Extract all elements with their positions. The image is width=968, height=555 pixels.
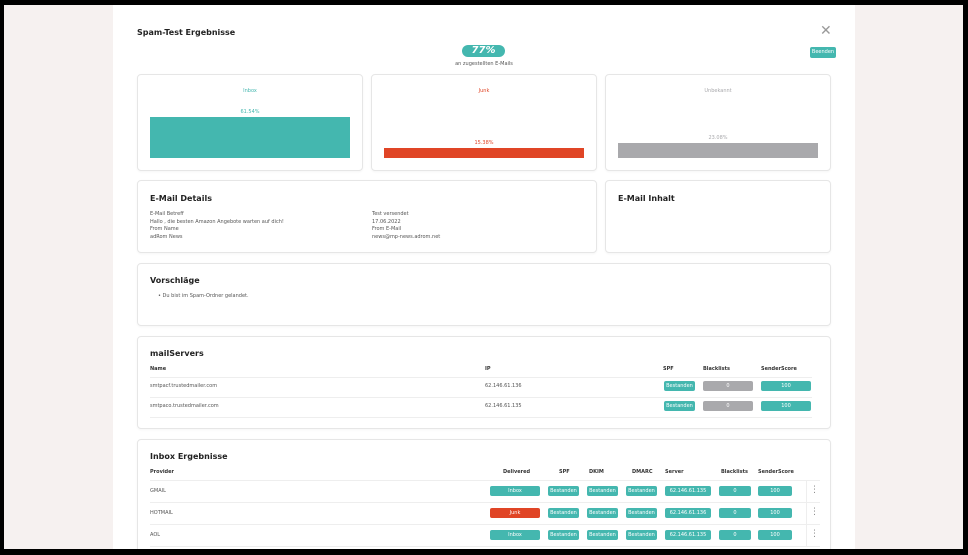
server-ip: 62.146.61.136 [485,383,522,389]
stat-percent: 61.54% [240,109,260,115]
suggestion-item: • Du bist im Spam-Ordner gelandet. [158,293,249,299]
score-badge: 77% [462,45,505,57]
column-header: DKIM [589,469,604,475]
more-options-icon[interactable]: ⋮ [810,485,819,495]
suggestion-text: Du bist im Spam-Ordner gelandet. [162,293,249,299]
provider-name: HOTMAIL [150,510,173,516]
result-badge: Bestanden [626,486,657,496]
from-name-value: adRom News [150,233,183,240]
senderscore-badge: 100 [761,381,811,391]
from-email-label: From E-Mail [372,226,402,232]
result-badge: 62.146.61.135 [665,486,711,496]
result-badge: 100 [758,530,792,540]
result-badge: Bestanden [548,486,579,496]
result-badge: Bestanden [587,486,618,496]
from-email-value: news@mp-news.adrom.net [372,233,441,240]
result-badge: Bestanden [587,530,618,540]
mailservers-title: mailServers [150,349,204,358]
column-header: Name [150,366,167,372]
email-content-card: E-Mail Inhalt [605,180,831,253]
blacklists-badge: 0 [703,401,753,411]
server-ip: 62.146.61.135 [485,403,522,409]
result-badge: Bestanden [548,508,579,518]
inbox-results-card: Inbox Ergebnisse Provider Delivered SPF DKI… [137,439,831,549]
inbox-results-title: Inbox Ergebnisse [150,452,228,461]
result-badge: 0 [719,530,751,540]
result-badge: 100 [758,508,792,518]
more-options-icon[interactable]: ⋮ [810,507,819,517]
spf-badge: Bestanden [664,401,695,411]
server-name: smtpacf.trustedmailer.com [150,383,218,389]
result-badge: Bestanden [548,530,579,540]
column-header: SPF [559,469,570,475]
suggestions-title: Vorschläge [150,276,200,285]
subject-label: E-Mail Betreff [150,211,184,217]
stat-label: Junk [478,88,490,94]
server-name: smtpaco.trustedmailer.com [150,403,219,409]
result-badge: Bestanden [626,508,657,518]
email-details-card: E-Mail Details E-Mail Betreff Hallo , di… [137,180,597,253]
provider-name: GMAIL [150,488,166,494]
stat-label: Unbekannt [704,88,732,94]
blacklists-badge: 0 [703,381,753,391]
column-header: Blacklists [721,469,748,475]
close-icon[interactable]: ✕ [820,23,832,39]
screen: Spam-Test Ergebnisse ✕ 77% an zugestellt… [4,5,963,549]
column-header: Blacklists [703,366,730,372]
modal-title: Spam-Test Ergebnisse [137,28,236,37]
subject-value: Hallo , die besten Amazon Angebote warte… [150,218,284,225]
column-header: Delivered [503,469,531,475]
spf-badge: Bestanden [664,381,695,391]
result-badge: 62.146.61.136 [665,508,711,518]
email-details-title: E-Mail Details [150,194,212,203]
column-header: DMARC [632,469,653,475]
column-header: Server [665,469,684,475]
more-options-icon[interactable]: ⋮ [810,529,819,539]
email-content-title: E-Mail Inhalt [618,194,675,203]
result-badge: Bestanden [587,508,618,518]
provider-name: AOL [150,532,161,538]
stat-card-unbekannt: Unbekannt 23.08% [605,74,831,171]
result-badge: Bestanden [626,530,657,540]
column-header: SPF [663,366,674,372]
stat-label: Inbox [243,88,257,94]
score-caption: an zugestellten E-Mails [455,61,513,67]
result-badge: Inbox [490,530,540,540]
column-header: Provider [150,469,174,475]
result-badge: 62.146.61.135 [665,530,711,540]
from-name-label: From Name [150,226,179,232]
stat-card-inbox: Inbox 61.54% [137,74,363,171]
sent-value: 17.06.2022 [372,218,401,225]
stat-bar [384,148,584,158]
column-header: SenderScore [758,469,794,475]
suggestions-card: Vorschläge • Du bist im Spam-Ordner gela… [137,263,831,326]
stat-bar [150,117,350,158]
stat-percent: 15.38% [474,140,494,146]
column-header: SenderScore [761,366,797,372]
stat-bar [618,143,818,158]
sent-label: Test versendet [372,211,409,217]
result-badge: Junk [490,508,540,518]
finish-button[interactable]: Beenden [810,47,836,58]
stat-card-junk: Junk 15.38% [371,74,597,171]
result-badge: Inbox [490,486,540,496]
stat-percent: 23.08% [708,135,728,141]
result-badge: 100 [758,486,792,496]
result-badge: 0 [719,486,751,496]
column-header: IP [485,366,491,372]
mailservers-card: mailServers Name IP SPF Blacklists SenderSco… [137,336,831,429]
result-badge: 0 [719,508,751,518]
spam-test-modal: Spam-Test Ergebnisse ✕ 77% an zugestellt… [113,5,855,549]
senderscore-badge: 100 [761,401,811,411]
